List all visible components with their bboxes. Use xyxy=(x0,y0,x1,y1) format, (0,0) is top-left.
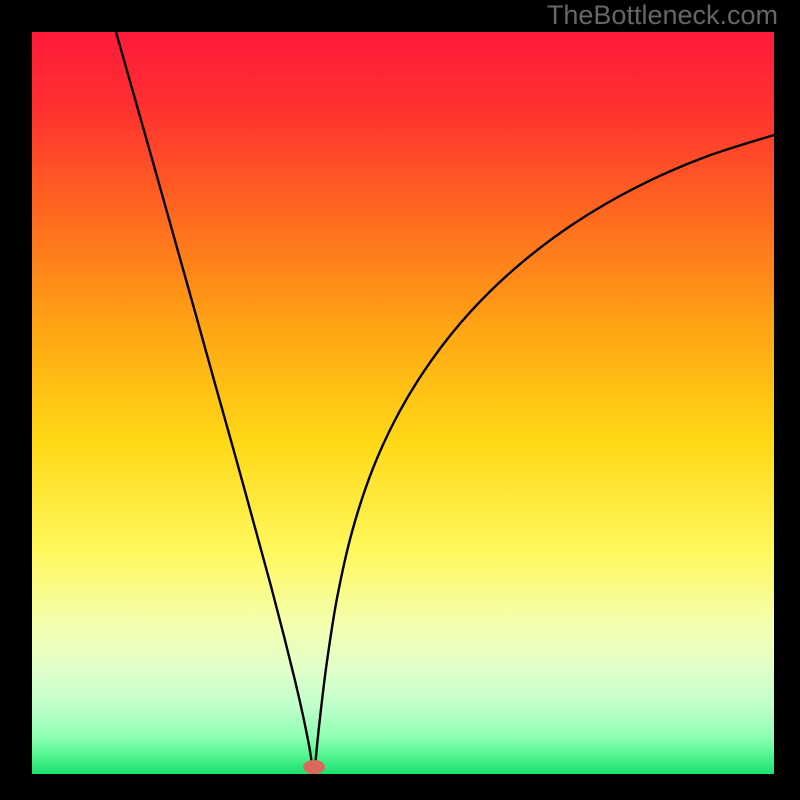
watermark-text: TheBottleneck.com xyxy=(547,0,778,31)
plot-area xyxy=(32,32,774,774)
vertex-marker-layer xyxy=(32,32,774,774)
vertex-marker xyxy=(303,760,325,774)
